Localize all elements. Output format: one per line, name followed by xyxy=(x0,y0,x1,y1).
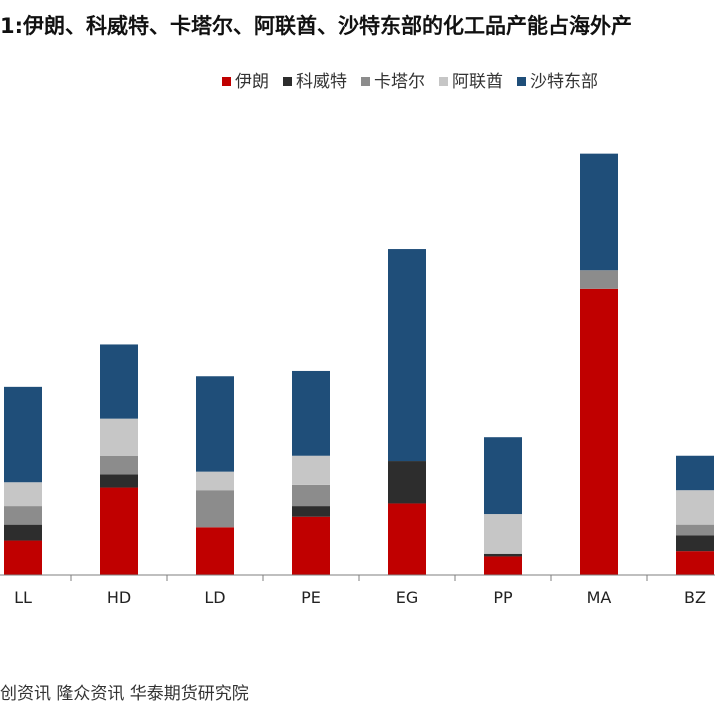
x-tick-label-eg: EG xyxy=(396,588,419,607)
legend-swatch-2 xyxy=(361,77,370,86)
bar-hd-series-4 xyxy=(100,344,138,419)
bar-ll-series-1 xyxy=(4,524,42,541)
bar-pp-series-4 xyxy=(484,437,522,515)
bar-ll-series-0 xyxy=(4,540,42,575)
chart-title: 1:伊朗、科威特、卡塔尔、阿联酋、沙特东部的化工品产能占海外产 xyxy=(0,14,633,38)
bar-ld-series-4 xyxy=(196,376,234,472)
bar-ma-series-4 xyxy=(580,153,618,271)
bar-ld-series-0 xyxy=(196,527,234,575)
bar-pp-series-0 xyxy=(484,556,522,575)
x-tick-label-pp: PP xyxy=(493,588,513,607)
bars xyxy=(4,153,714,575)
bar-pe-series-4 xyxy=(292,370,330,456)
bar-eg-series-1 xyxy=(388,461,426,504)
legend-label-1: 科威特 xyxy=(296,72,347,92)
bar-hd-series-1 xyxy=(100,474,138,488)
bar-pe-series-3 xyxy=(292,455,330,485)
bar-hd-series-3 xyxy=(100,418,138,456)
legend-label-4: 沙特东部 xyxy=(530,72,598,92)
bar-ll-series-2 xyxy=(4,506,42,525)
bar-ld-series-2 xyxy=(196,490,234,528)
legend-swatch-3 xyxy=(439,77,448,86)
x-tick-label-bz: BZ xyxy=(684,588,706,607)
bar-eg-series-4 xyxy=(388,249,426,462)
legend-swatch-1 xyxy=(283,77,292,86)
bar-hd-series-0 xyxy=(100,487,138,575)
bar-bz-series-0 xyxy=(676,551,714,575)
legend-label-3: 阿联酋 xyxy=(452,72,503,92)
bar-pe-series-0 xyxy=(292,516,330,575)
legend-label-2: 卡塔尔 xyxy=(374,72,425,92)
bar-ld-series-3 xyxy=(196,471,234,491)
bar-pe-series-1 xyxy=(292,506,330,517)
bar-bz-series-3 xyxy=(676,490,714,525)
bar-bz-series-2 xyxy=(676,524,714,536)
bar-pp-series-3 xyxy=(484,514,522,554)
bar-eg-series-0 xyxy=(388,503,426,575)
x-tick-label-hd: HD xyxy=(107,588,131,607)
bar-bz-series-1 xyxy=(676,535,714,552)
x-tick-label-ma: MA xyxy=(587,588,612,607)
legend-label-0: 伊朗 xyxy=(235,72,269,92)
legend-swatch-4 xyxy=(517,77,526,86)
x-tick-label-pe: PE xyxy=(301,588,321,607)
legend-swatch-0 xyxy=(222,77,231,86)
source-note: 创资讯 隆众资讯 华泰期货研究院 xyxy=(0,684,249,704)
bar-ma-series-2 xyxy=(580,270,618,289)
x-tick-labels: LL HD LD PE EG PP MA BZ xyxy=(14,588,706,607)
bar-ll-series-4 xyxy=(4,386,42,483)
bar-bz-series-4 xyxy=(676,455,714,491)
x-tick-label-ld: LD xyxy=(204,588,225,607)
bar-pp-series-1 xyxy=(484,553,522,557)
legend: 伊朗 科威特 卡塔尔 阿联酋 沙特东部 xyxy=(222,72,598,92)
bar-pe-series-2 xyxy=(292,484,330,507)
bar-ma-series-0 xyxy=(580,288,618,575)
bar-hd-series-2 xyxy=(100,455,138,475)
x-ticks xyxy=(70,575,648,581)
bar-ll-series-3 xyxy=(4,482,42,507)
x-tick-label-ll: LL xyxy=(14,588,32,607)
